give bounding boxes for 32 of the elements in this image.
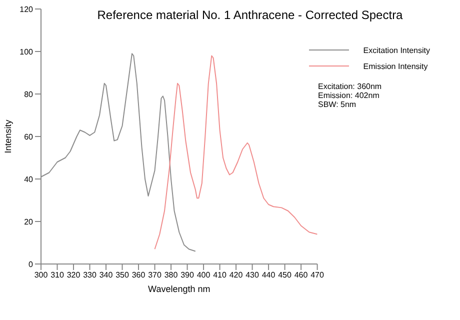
y-tick-label: 60 <box>24 132 34 142</box>
x-tick-label: 440 <box>262 270 276 280</box>
y-tick-label: 0 <box>28 260 34 269</box>
x-tick-label: 320 <box>66 270 81 280</box>
line-series <box>154 55 318 250</box>
legend-label: Emission Intensity <box>363 62 428 70</box>
x-tick-label: 410 <box>213 270 227 280</box>
legend-label: Excitation Intensity <box>363 46 430 54</box>
x-tick-label: 400 <box>196 270 211 280</box>
annotation-text: Excitation: 360nm Emission: 402nm SBW: 5nm <box>318 82 382 109</box>
x-tick-label: 330 <box>83 270 97 280</box>
y-tick-label: 80 <box>24 90 34 99</box>
x-tick-label: 370 <box>148 270 162 280</box>
x-tick-label: 300 <box>34 270 48 280</box>
y-axis-title: Intensity <box>3 119 14 154</box>
x-tick-label: 380 <box>164 270 178 280</box>
x-tick-label: 450 <box>278 270 292 280</box>
x-tick-label: 340 <box>99 270 114 280</box>
x-tick-label: 420 <box>229 270 244 280</box>
x-tick-label: 350 <box>116 270 130 280</box>
x-tick-label: 360 <box>132 270 146 280</box>
x-tick-label: 470 <box>310 270 325 280</box>
x-tick-label: 390 <box>180 270 194 280</box>
chart-title: Reference material No. 1 Anthracene - Corrected Spectra <box>97 8 403 22</box>
x-tick-label: 310 <box>50 270 64 280</box>
x-tick-label: 460 <box>294 270 308 280</box>
y-tick-label: 100 <box>20 47 34 56</box>
y-tick-label: 120 <box>20 4 34 14</box>
y-tick-label: 40 <box>24 174 34 184</box>
x-tick-label: 430 <box>246 270 260 280</box>
y-tick-label: 20 <box>24 217 34 226</box>
x-axis-title: Wavelength nm <box>148 284 210 294</box>
